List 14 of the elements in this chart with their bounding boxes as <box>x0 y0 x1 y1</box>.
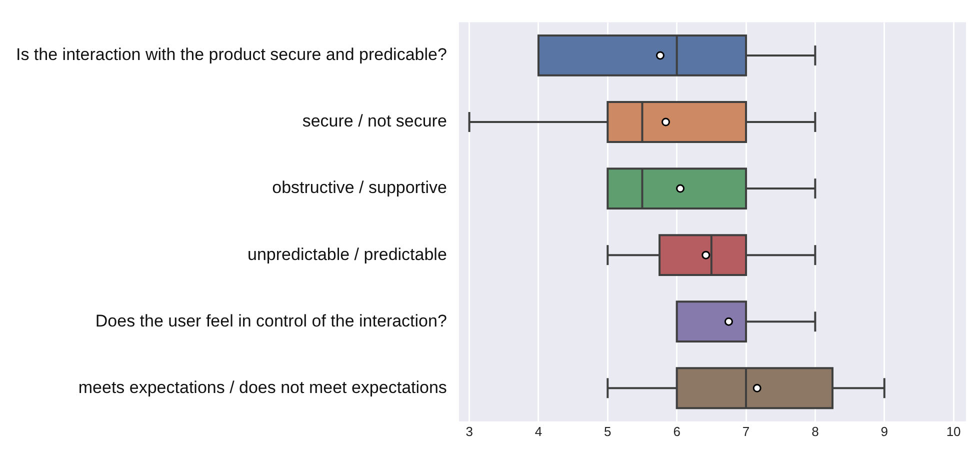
y-tick-label: unpredictable / predictable <box>248 244 447 264</box>
y-tick-label: obstructive / supportive <box>272 178 447 198</box>
x-tick-label: 10 <box>946 424 961 439</box>
x-tick-label: 6 <box>673 424 680 439</box>
y-tick-label: secure / not secure <box>302 112 447 131</box>
y-tick-label: Is the interaction with the product secure and predicable? <box>16 45 447 64</box>
x-tick-label: 7 <box>742 424 750 439</box>
x-tick-label: 4 <box>534 424 542 439</box>
x-tick-label: 8 <box>812 424 819 439</box>
x-tick-label: 5 <box>604 424 612 439</box>
y-tick-label: Does the user feel in control of the interaction? <box>95 311 447 330</box>
x-tick-label: 9 <box>880 424 888 439</box>
y-tick-label: meets expectations / does not meet expectations <box>78 378 447 397</box>
x-tick-label: 3 <box>466 424 473 439</box>
